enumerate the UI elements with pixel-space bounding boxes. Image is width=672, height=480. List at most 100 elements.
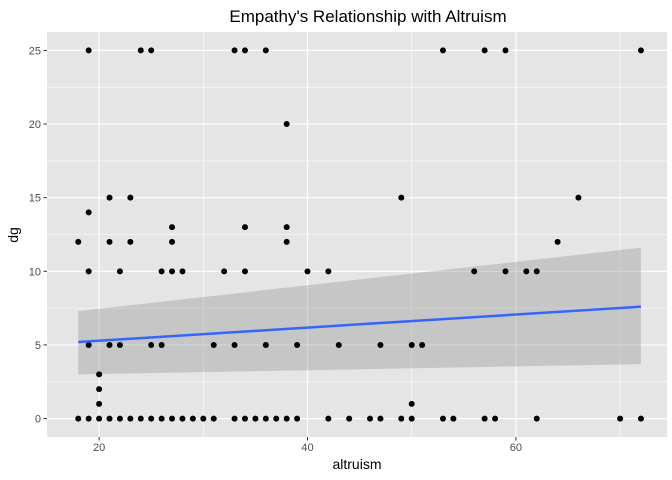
data-point <box>106 415 113 422</box>
data-point <box>241 224 248 231</box>
data-point <box>439 47 446 54</box>
data-point <box>523 268 530 275</box>
data-point <box>85 47 92 54</box>
data-point <box>283 415 290 422</box>
data-point <box>85 209 92 216</box>
y-tick-label: 25 <box>29 45 41 57</box>
minor-gridlines <box>47 32 667 437</box>
data-point <box>346 415 353 422</box>
data-point <box>137 415 144 422</box>
data-point <box>210 415 217 422</box>
data-point <box>116 415 123 422</box>
data-point <box>398 415 405 422</box>
x-tick-label: 40 <box>301 442 313 454</box>
data-point <box>96 400 103 407</box>
data-point <box>481 47 488 54</box>
data-point <box>127 415 134 422</box>
data-point <box>408 341 415 348</box>
data-point <box>179 415 186 422</box>
data-point <box>148 415 155 422</box>
data-point <box>637 415 644 422</box>
data-point <box>169 268 176 275</box>
data-point <box>221 268 228 275</box>
data-point <box>262 341 269 348</box>
x-tick-label: 60 <box>510 442 522 454</box>
fit-line-layer <box>78 305 642 344</box>
confidence-ribbon-layer <box>78 247 641 375</box>
data-point <box>241 415 248 422</box>
data-point <box>96 386 103 393</box>
data-point <box>554 238 561 245</box>
data-point <box>231 47 238 54</box>
y-tick-label: 15 <box>29 193 41 205</box>
data-point <box>137 47 144 54</box>
y-tick-label: 0 <box>35 414 41 426</box>
data-point <box>492 415 499 422</box>
data-point <box>408 400 415 407</box>
data-point <box>262 47 269 54</box>
data-point <box>502 268 509 275</box>
data-point <box>533 268 540 275</box>
data-point <box>262 415 269 422</box>
data-point <box>96 415 103 422</box>
data-point <box>575 194 582 201</box>
data-point <box>325 415 332 422</box>
data-point <box>283 238 290 245</box>
data-point <box>450 415 457 422</box>
data-point <box>169 415 176 422</box>
data-point <box>116 341 123 348</box>
data-point <box>158 415 165 422</box>
data-point <box>85 268 92 275</box>
data-point <box>96 371 103 378</box>
y-axis-title: dg <box>5 227 21 243</box>
data-point <box>189 415 196 422</box>
data-point <box>241 268 248 275</box>
data-point <box>210 341 217 348</box>
data-point <box>419 341 426 348</box>
data-point <box>408 415 415 422</box>
data-point <box>169 238 176 245</box>
data-point <box>158 341 165 348</box>
data-point <box>335 341 342 348</box>
data-point <box>169 224 176 231</box>
x-tick-label: 20 <box>93 442 105 454</box>
data-point <box>106 238 113 245</box>
y-tick-label: 20 <box>29 119 41 131</box>
data-point <box>148 47 155 54</box>
data-point <box>283 121 290 128</box>
data-point <box>231 341 238 348</box>
data-point <box>241 47 248 54</box>
data-point <box>367 415 374 422</box>
data-point <box>116 268 123 275</box>
confidence-ribbon <box>78 247 641 375</box>
data-point <box>502 47 509 54</box>
data-point <box>179 268 186 275</box>
y-tick-label: 5 <box>35 340 41 352</box>
data-point <box>148 341 155 348</box>
data-point <box>294 341 301 348</box>
data-point <box>252 415 259 422</box>
x-axis-title: altruism <box>332 456 381 472</box>
data-point <box>200 415 207 422</box>
y-axis: 0 5 10 15 20 25 <box>29 45 47 426</box>
data-point <box>283 224 290 231</box>
points-layer <box>75 47 644 422</box>
data-point <box>75 238 82 245</box>
data-point <box>481 415 488 422</box>
data-point <box>127 194 134 201</box>
data-point <box>398 194 405 201</box>
data-point <box>75 415 82 422</box>
data-point <box>106 194 113 201</box>
data-point <box>231 415 238 422</box>
data-point <box>637 47 644 54</box>
data-point <box>294 415 301 422</box>
data-point <box>304 268 311 275</box>
chart-title: Empathy's Relationship with Altruism <box>229 7 506 26</box>
data-point <box>377 415 384 422</box>
regression-line <box>78 305 642 344</box>
data-point <box>617 415 624 422</box>
major-gridlines <box>47 32 667 437</box>
y-tick-label: 10 <box>29 266 41 278</box>
data-point <box>127 238 134 245</box>
